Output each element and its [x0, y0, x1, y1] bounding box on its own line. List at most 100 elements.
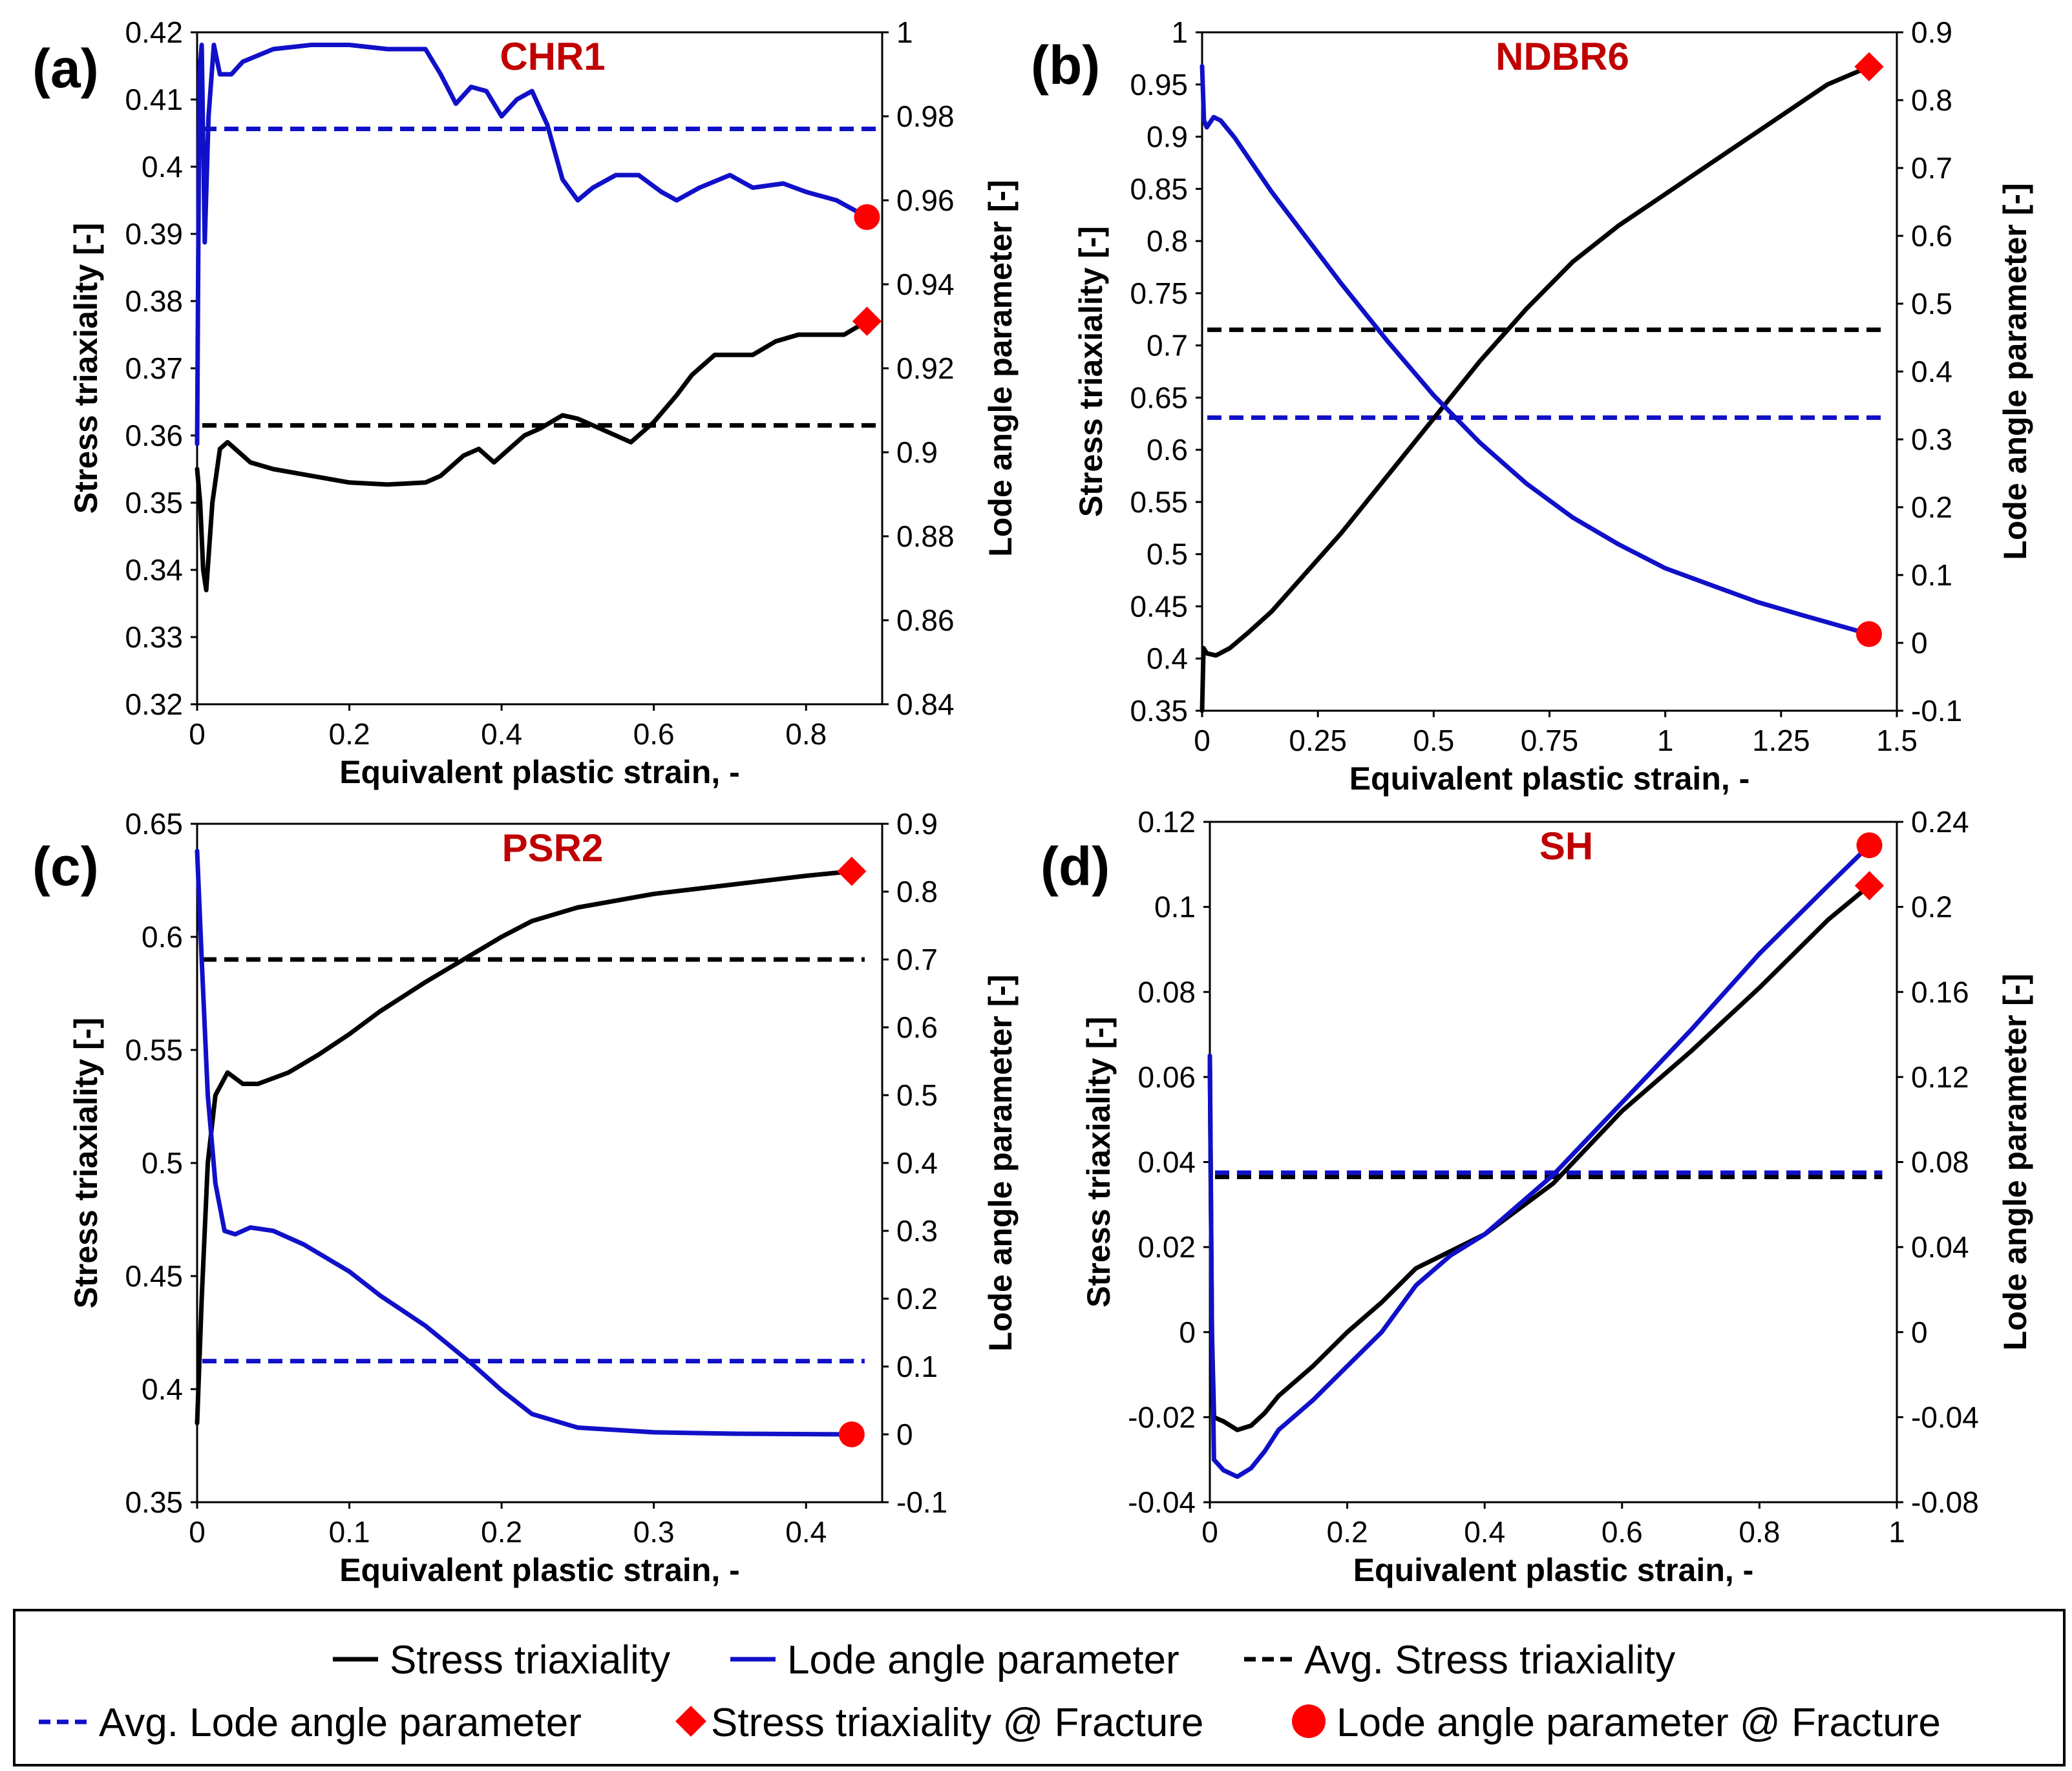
stress-fracture-marker	[852, 306, 882, 336]
y-tick-label: 0.4	[142, 150, 183, 183]
y2-tick-label: 0.6	[1911, 219, 1952, 253]
y2-tick-label: 0.98	[896, 100, 955, 133]
y-tick-label: 0.9	[1147, 120, 1188, 154]
x-tick-label: 0	[1194, 724, 1210, 757]
stress-fracture-marker	[837, 856, 867, 886]
legend-lode-fracture-label: Lode angle parameter @ Fracture	[1337, 1701, 1941, 1745]
y-tick-label: 0.95	[1130, 68, 1188, 101]
x-axis-title: Equivalent plastic strain, -	[339, 1552, 740, 1588]
x-tick-label: 0	[189, 1515, 206, 1549]
y-tick-label: 0.04	[1137, 1146, 1196, 1179]
x-tick-label: 0	[189, 717, 206, 751]
y-tick-label: 0.37	[125, 351, 183, 385]
x-tick-label: 0.4	[785, 1515, 827, 1549]
y-tick-label: -0.02	[1128, 1400, 1196, 1434]
lode-fracture-marker	[838, 1421, 865, 1447]
y-tick-label: -0.04	[1128, 1485, 1196, 1519]
x-tick-label: 0.2	[1327, 1515, 1368, 1549]
y-tick-label: 0.35	[1130, 694, 1188, 728]
charts-area: 0 0.2 0.4 0.6 0.8 0.32 0.33 0.34 0.35 0.36 0.37 0.3…	[32, 16, 2033, 1588]
y-tick-label: 0.12	[1137, 805, 1196, 839]
y2-tick-label: 0.12	[1911, 1060, 1969, 1094]
y-tick-label: 0.45	[125, 1259, 183, 1293]
y2-tick-label: 0	[1911, 1315, 1928, 1349]
y-tick-label: 0.85	[1130, 172, 1188, 205]
x-tick-label: 1	[1888, 1515, 1905, 1549]
y-tick-label: 0.5	[1147, 538, 1188, 571]
y-tick-label: 0.06	[1137, 1060, 1196, 1094]
legend-stress-fracture-label: Stress triaxiality @ Fracture	[711, 1701, 1203, 1745]
lode-angle-line	[1200, 64, 1872, 636]
y2-tick-label: 0.94	[896, 267, 955, 301]
legend-avg-stress-label: Avg. Stress triaxiality	[1304, 1638, 1675, 1682]
x-axis-title: Equivalent plastic strain, -	[1349, 760, 1750, 797]
y2-tick-label: -0.08	[1911, 1485, 1979, 1519]
y2-tick-label: 0.4	[1911, 355, 1952, 388]
y-tick-label: 0.75	[1130, 277, 1188, 310]
lode-fracture-marker	[1856, 832, 1883, 859]
y2-tick-label: -0.04	[1911, 1400, 1979, 1434]
y2-tick-label: 0.7	[1911, 151, 1952, 185]
panel-title: CHR1	[500, 35, 605, 78]
y-tick-label: 0.1	[1154, 890, 1196, 924]
y2-tick-label: 0.2	[1911, 890, 1952, 924]
y-tick-label: 0.36	[125, 419, 183, 452]
legend-stress-fracture-swatch	[675, 1705, 707, 1737]
y2-tick-label: 0	[1911, 626, 1928, 660]
x-tick-label: 0.2	[481, 1515, 522, 1549]
x-tick-label: 1.5	[1876, 724, 1918, 757]
x-tick-label: 0.8	[1739, 1515, 1780, 1549]
stress-triaxiality-line	[195, 869, 854, 1425]
y-tick-label: 0.02	[1137, 1230, 1196, 1264]
y-tick-label: 0.4	[142, 1372, 183, 1406]
panel-label: (a)	[32, 38, 99, 99]
y2-tick-label: 0.3	[1911, 423, 1952, 456]
y-axis-title: Stress triaxiality [-]	[1081, 1016, 1117, 1307]
chart-panel-4: 0 0.2 0.4 0.6 0.8 1 -0.04 -0.02 0 0.02 0.04 0.06 0.0…	[1041, 805, 2033, 1588]
y2-tick-label: 0.9	[896, 435, 938, 469]
y2-tick-label: 1	[896, 16, 913, 49]
y-tick-label: 0.08	[1137, 975, 1196, 1009]
x-tick-label: 0.6	[1602, 1515, 1643, 1549]
y2-tick-label: 0.5	[896, 1078, 938, 1112]
stress-fracture-marker	[1854, 871, 1885, 901]
y-tick-label: 0.5	[142, 1146, 183, 1180]
y-axis-title: Stress triaxiality [-]	[68, 223, 104, 514]
stress-triaxiality-line	[1200, 64, 1872, 713]
y-tick-label: 0.41	[125, 83, 183, 116]
legend-avg-lode-label: Avg. Lode angle parameter	[99, 1701, 582, 1745]
y-axis-title: Stress triaxiality [-]	[68, 1018, 104, 1308]
panel-title: PSR2	[502, 826, 604, 870]
y-axis-title: Stress triaxiality [-]	[1073, 226, 1109, 517]
lode-fracture-marker	[854, 204, 880, 230]
y-tick-label: 0.38	[125, 284, 183, 318]
y2-axis-title: Lode angle parameter [-]	[1997, 974, 2033, 1350]
plot-frame	[196, 823, 883, 1504]
y-tick-label: 0.65	[125, 807, 183, 841]
x-tick-label: 0.4	[481, 717, 522, 751]
chart-panel-3: 0 0.1 0.2 0.3 0.4 0.35 0.4 0.45 0.5 0.55 0.6 0.65 -0…	[32, 807, 1019, 1588]
y2-tick-label: 0.5	[1911, 287, 1952, 320]
legend-lode-label: Lode angle parameter	[787, 1638, 1179, 1682]
x-tick-label: 0.5	[1413, 724, 1454, 757]
plot-frame	[196, 31, 883, 706]
lode-angle-line	[195, 848, 854, 1437]
plot-frame	[1201, 31, 1898, 712]
y2-tick-label: 0.86	[896, 603, 955, 637]
y2-tick-label: 0.2	[1911, 490, 1952, 524]
y2-axis-title: Lode angle parameter [-]	[982, 974, 1019, 1351]
y2-tick-label: 0	[896, 1418, 913, 1451]
y2-tick-label: 0.9	[1911, 16, 1952, 49]
y2-tick-label: -0.1	[896, 1485, 947, 1519]
y-tick-label: 0.42	[125, 16, 183, 49]
y-tick-label: 0.8	[1147, 224, 1188, 258]
y-tick-label: 1	[1171, 16, 1188, 49]
y2-tick-label: 0.24	[1911, 805, 1969, 839]
stress-triaxiality-line	[195, 319, 869, 592]
y2-tick-label: 0.84	[896, 687, 955, 721]
y-tick-label: 0.55	[125, 1033, 183, 1067]
y2-tick-label: 0.88	[896, 519, 955, 553]
y2-tick-label: 0.3	[896, 1214, 938, 1248]
y-tick-label: 0	[1179, 1315, 1196, 1349]
